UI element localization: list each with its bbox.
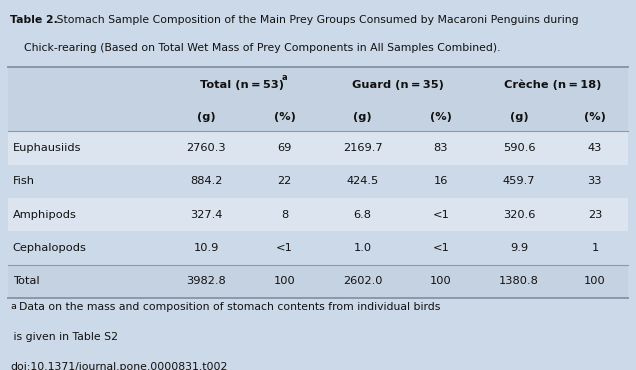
Bar	[8, 231, 628, 265]
Bar	[8, 67, 628, 131]
Text: Data on the mass and composition of stomach contents from individual birds: Data on the mass and composition of stom…	[19, 302, 441, 312]
Text: <1: <1	[432, 209, 449, 220]
Text: (g): (g)	[197, 112, 216, 122]
Text: 23: 23	[588, 209, 602, 220]
Text: Crèche (n = 18): Crèche (n = 18)	[504, 80, 601, 90]
Text: Table 2.: Table 2.	[10, 15, 58, 25]
Text: (g): (g)	[509, 112, 529, 122]
Text: 459.7: 459.7	[502, 176, 536, 186]
Text: 590.6: 590.6	[502, 143, 536, 153]
Text: Cephalopods: Cephalopods	[13, 243, 86, 253]
Text: 16: 16	[434, 176, 448, 186]
Text: 1.0: 1.0	[354, 243, 371, 253]
Text: a: a	[282, 73, 287, 82]
Text: 884.2: 884.2	[190, 176, 223, 186]
Text: (%): (%)	[584, 112, 606, 122]
Text: Euphausiids: Euphausiids	[13, 143, 81, 153]
Text: 100: 100	[584, 276, 605, 286]
Bar	[8, 265, 628, 298]
Text: a: a	[10, 302, 16, 310]
Text: 10.9: 10.9	[194, 243, 219, 253]
Text: Total: Total	[13, 276, 39, 286]
Text: (g): (g)	[354, 112, 372, 122]
Text: 2169.7: 2169.7	[343, 143, 382, 153]
Text: (%): (%)	[430, 112, 452, 122]
Text: 2760.3: 2760.3	[186, 143, 226, 153]
Text: 100: 100	[430, 276, 452, 286]
Text: <1: <1	[432, 243, 449, 253]
Text: Guard (n = 35): Guard (n = 35)	[352, 80, 445, 90]
Text: Fish: Fish	[13, 176, 35, 186]
Text: Amphipods: Amphipods	[13, 209, 76, 220]
Text: 100: 100	[273, 276, 295, 286]
Text: 1: 1	[591, 243, 598, 253]
Text: Stomach Sample Composition of the Main Prey Groups Consumed by Macaroni Penguins: Stomach Sample Composition of the Main P…	[53, 15, 579, 25]
Text: 69: 69	[277, 143, 292, 153]
Bar	[8, 198, 628, 231]
Text: is given in Table S2: is given in Table S2	[10, 332, 118, 342]
Text: (%): (%)	[273, 112, 296, 122]
Text: 424.5: 424.5	[347, 176, 379, 186]
Text: 6.8: 6.8	[354, 209, 371, 220]
Text: doi:10.1371/journal.pone.0000831.t002: doi:10.1371/journal.pone.0000831.t002	[10, 362, 228, 370]
Bar	[8, 165, 628, 198]
Text: 43: 43	[588, 143, 602, 153]
Text: 1380.8: 1380.8	[499, 276, 539, 286]
Bar	[8, 131, 628, 165]
Text: 9.9: 9.9	[510, 243, 528, 253]
Text: <1: <1	[276, 243, 293, 253]
Text: 3982.8: 3982.8	[186, 276, 226, 286]
Text: Total (n = 53): Total (n = 53)	[200, 80, 284, 90]
Text: 22: 22	[277, 176, 292, 186]
Text: Chick-rearing (Based on Total Wet Mass of Prey Components in All Samples Combine: Chick-rearing (Based on Total Wet Mass o…	[24, 43, 501, 53]
Text: 8: 8	[281, 209, 288, 220]
Text: 83: 83	[434, 143, 448, 153]
Text: 33: 33	[588, 176, 602, 186]
Text: 327.4: 327.4	[190, 209, 223, 220]
Text: 2602.0: 2602.0	[343, 276, 382, 286]
Text: 320.6: 320.6	[503, 209, 535, 220]
